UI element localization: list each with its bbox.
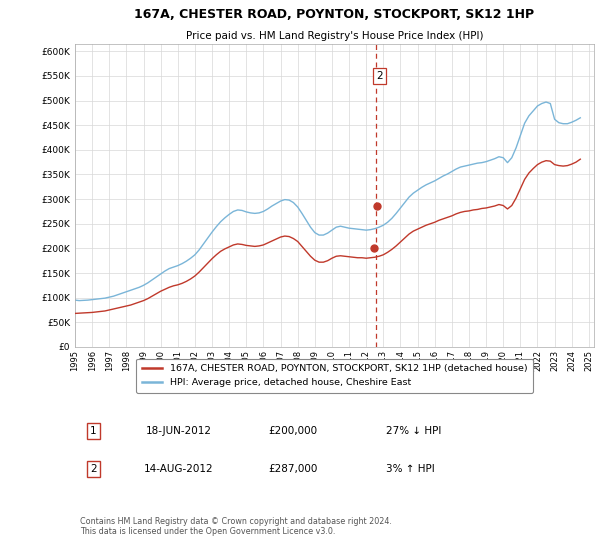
Text: Contains HM Land Registry data © Crown copyright and database right 2024.
This d: Contains HM Land Registry data © Crown c… — [80, 517, 392, 536]
Text: 1: 1 — [90, 426, 97, 436]
Text: £200,000: £200,000 — [268, 426, 317, 436]
Text: 18-JUN-2012: 18-JUN-2012 — [146, 426, 212, 436]
Text: 14-AUG-2012: 14-AUG-2012 — [144, 464, 214, 474]
Text: 2: 2 — [90, 464, 97, 474]
Text: Price paid vs. HM Land Registry's House Price Index (HPI): Price paid vs. HM Land Registry's House … — [186, 31, 483, 41]
Legend: 167A, CHESTER ROAD, POYNTON, STOCKPORT, SK12 1HP (detached house), HPI: Average : 167A, CHESTER ROAD, POYNTON, STOCKPORT, … — [136, 358, 533, 393]
Text: 2: 2 — [376, 71, 383, 81]
Text: £287,000: £287,000 — [268, 464, 317, 474]
Text: 3% ↑ HPI: 3% ↑ HPI — [386, 464, 435, 474]
Text: 27% ↓ HPI: 27% ↓ HPI — [386, 426, 442, 436]
Text: 167A, CHESTER ROAD, POYNTON, STOCKPORT, SK12 1HP: 167A, CHESTER ROAD, POYNTON, STOCKPORT, … — [134, 8, 535, 21]
